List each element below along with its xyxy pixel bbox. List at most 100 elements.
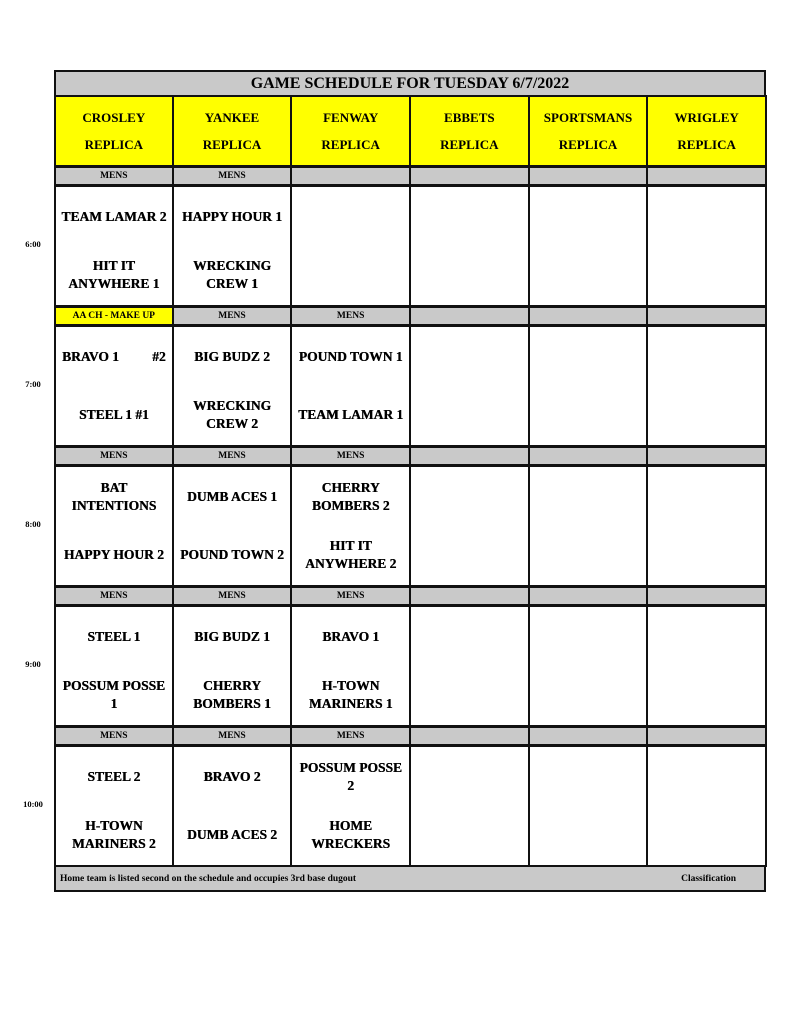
away-team: BRAVO 1 <box>292 607 409 667</box>
away-team: STEEL 2 <box>56 747 172 807</box>
field-header: YANKEE REPLICA <box>171 95 293 167</box>
away-team: STEEL 1 <box>56 607 172 667</box>
home-team <box>292 245 409 305</box>
classification-cell: MENS <box>54 586 174 606</box>
game-cell: BAT INTENTIONS HAPPY HOUR 2 <box>54 465 174 587</box>
game-cell: BRAVO 1 #2 STEEL 1 #1 <box>54 325 174 447</box>
home-team: HAPPY HOUR 2 <box>63 547 164 562</box>
game-cell: POSSUM POSSE 2 HOME WRECKERS <box>290 745 411 867</box>
game-cell: BRAVO 1 H-TOWN MARINERS 1 <box>290 605 411 727</box>
time-label: 9:00 <box>25 659 41 669</box>
field-header: FENWAY REPLICA <box>290 95 411 167</box>
game-cell: STEEL 1 POSSUM POSSE 1 <box>54 605 174 727</box>
field-subtitle: REPLICA <box>558 137 618 152</box>
home-team: DUMB ACES 2 <box>186 827 277 842</box>
away-team <box>530 187 647 247</box>
home-team <box>411 665 528 725</box>
classification-cell: MENS <box>171 166 293 186</box>
game-cell <box>646 325 767 447</box>
home-team: HOME WRECKERS <box>311 818 391 851</box>
footer-note: Home team is listed second on the schedu… <box>60 873 357 884</box>
game-cell: BIG BUDZ 1 CHERRY BOMBERS 1 <box>171 605 293 727</box>
home-team: H-TOWN MARINERS 1 <box>308 678 393 711</box>
classification-cell <box>527 166 649 186</box>
home-team <box>411 525 528 585</box>
game-cell <box>646 185 767 307</box>
away-team-name: POSSUM POSSE 2 <box>299 760 402 793</box>
time-label: 7:00 <box>25 379 41 389</box>
footer-bar: Home team is listed second on the schedu… <box>54 865 766 892</box>
classification-label: Classification <box>681 873 736 884</box>
game-cell: BIG BUDZ 2 WRECKING CREW 2 <box>171 325 293 447</box>
classification-cell: MENS <box>290 586 411 606</box>
field-name: SPORTSMANS <box>543 110 633 125</box>
field-subtitle: REPLICA <box>440 137 499 152</box>
away-team: BAT INTENTIONS <box>56 467 172 527</box>
away-team-name: POUND TOWN 1 <box>298 349 403 364</box>
schedule-title: GAME SCHEDULE FOR TUESDAY 6/7/2022 <box>54 70 766 97</box>
home-team: WRECKING CREW 1 <box>192 258 271 291</box>
away-team <box>411 467 528 527</box>
away-team-name: CHERRY BOMBERS 2 <box>311 480 390 513</box>
away-team <box>648 747 765 807</box>
classification-cell: MENS <box>290 306 411 326</box>
field-subtitle: REPLICA <box>677 137 736 152</box>
away-team-name: HAPPY HOUR 1 <box>181 209 282 224</box>
game-cell <box>290 185 411 307</box>
game-cell: STEEL 2 H-TOWN MARINERS 2 <box>54 745 174 867</box>
field-name: WRIGLEY <box>674 110 739 125</box>
away-team <box>411 607 528 667</box>
home-team <box>530 245 647 305</box>
away-team-note: #2 <box>152 349 166 364</box>
home-team: HIT IT ANYWHERE 2 <box>305 538 397 571</box>
away-team-name: BIG BUDZ 2 <box>194 349 270 364</box>
classification-cell: MENS <box>290 726 411 746</box>
away-team: DUMB ACES 1 <box>174 467 291 527</box>
time-label: 6:00 <box>25 239 41 249</box>
classification-cell <box>409 446 530 466</box>
classification-cell <box>527 446 649 466</box>
home-team: HIT IT ANYWHERE 1 <box>68 258 160 291</box>
home-team <box>648 525 765 585</box>
classification-cell: MENS <box>290 446 411 466</box>
classification-cell: AA CH - MAKE UP <box>54 306 174 326</box>
field-header: EBBETS REPLICA <box>409 95 530 167</box>
field-name: CROSLEY <box>82 110 146 125</box>
away-team <box>648 607 765 667</box>
away-team <box>411 747 528 807</box>
away-team <box>648 187 765 247</box>
away-team <box>648 467 765 527</box>
classification-cell <box>646 166 767 186</box>
game-cell: CHERRY BOMBERS 2 HIT IT ANYWHERE 2 <box>290 465 411 587</box>
field-subtitle: REPLICA <box>84 137 144 152</box>
game-cell <box>646 465 767 587</box>
home-team <box>411 805 528 865</box>
classification-cell <box>290 166 411 186</box>
game-cell: POUND TOWN 1 TEAM LAMAR 1 <box>290 325 411 447</box>
home-team <box>648 665 765 725</box>
home-team: POSSUM POSSE 1 <box>62 678 166 711</box>
away-team <box>411 327 528 387</box>
game-cell <box>527 465 649 587</box>
game-cell <box>527 325 649 447</box>
field-header: SPORTSMANS REPLICA <box>527 95 649 167</box>
home-team: STEEL 1 #1 <box>78 407 149 422</box>
game-cell <box>409 325 530 447</box>
home-team <box>648 245 765 305</box>
game-cell: TEAM LAMAR 2 HIT IT ANYWHERE 1 <box>54 185 174 307</box>
away-team: POUND TOWN 1 <box>292 327 409 387</box>
classification-cell <box>646 306 767 326</box>
away-team <box>648 327 765 387</box>
home-team: H-TOWN MARINERS 2 <box>72 818 156 851</box>
away-team-name: STEEL 1 <box>87 629 141 644</box>
game-cell <box>527 605 649 727</box>
home-team <box>530 525 647 585</box>
game-cell <box>646 605 767 727</box>
field-name: YANKEE <box>204 110 260 125</box>
classification-cell <box>409 166 530 186</box>
away-team: BIG BUDZ 1 <box>174 607 291 667</box>
classification-cell <box>527 726 649 746</box>
away-team <box>530 747 647 807</box>
away-team: BRAVO 2 <box>174 747 291 807</box>
away-team-name: BAT INTENTIONS <box>71 480 157 513</box>
